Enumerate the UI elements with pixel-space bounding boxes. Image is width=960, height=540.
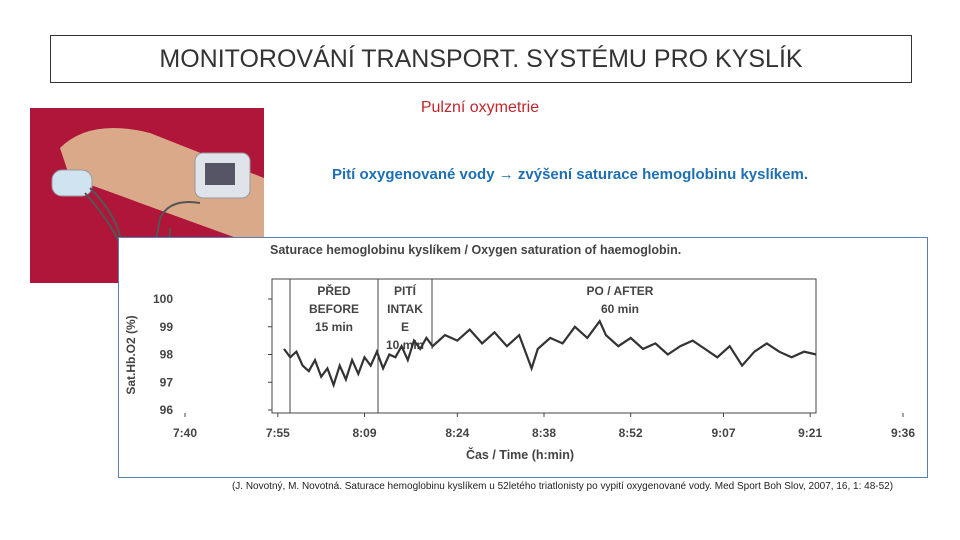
x-tick-label: 9:36 xyxy=(891,426,915,440)
y-tick-label: 96 xyxy=(160,403,174,417)
chart-scan: Saturace hemoglobinu kyslíkem / Oxygen s… xyxy=(118,237,928,478)
x-tick-label: 8:52 xyxy=(619,426,643,440)
y-tick-label: 100 xyxy=(153,292,173,306)
phase-label: 15 min xyxy=(315,320,353,334)
subtitle: Pulzní oxymetrie xyxy=(420,99,540,116)
x-tick-label: 8:09 xyxy=(352,426,376,440)
x-axis-label: Čas / Time (h:min) xyxy=(466,447,574,462)
phase-label: PŘED xyxy=(317,283,351,298)
phase-label: BEFORE xyxy=(309,302,359,316)
slide-title: MONITOROVÁNÍ TRANSPORT. SYSTÉMU PRO KYSL… xyxy=(50,35,912,83)
chart-title: Saturace hemoglobinu kyslíkem / Oxygen s… xyxy=(270,243,681,257)
y-tick-label: 98 xyxy=(160,348,174,362)
phase-label: E xyxy=(401,320,409,334)
y-axis-label: Sat.Hb.O2 (%) xyxy=(124,315,138,394)
phase-label: PITÍ xyxy=(394,283,417,298)
citation: (J. Novotný, M. Novotná. Saturace hemogl… xyxy=(231,481,894,492)
phase-label: 60 min xyxy=(601,302,639,316)
y-tick-label: 97 xyxy=(160,375,174,389)
phase-label: PO / AFTER xyxy=(587,284,654,298)
statement: Pití oxygenované vody → zvýšení saturace… xyxy=(332,166,808,183)
x-tick-label: 8:24 xyxy=(445,426,469,440)
phase-label: INTAK xyxy=(387,302,423,316)
y-tick-label: 99 xyxy=(160,320,174,334)
x-tick-label: 7:55 xyxy=(266,426,290,440)
x-tick-label: 7:40 xyxy=(173,426,197,440)
saturation-line xyxy=(283,319,817,389)
x-tick-label: 9:21 xyxy=(798,426,822,440)
x-tick-label: 8:38 xyxy=(532,426,556,440)
x-tick-label: 9:07 xyxy=(711,426,735,440)
